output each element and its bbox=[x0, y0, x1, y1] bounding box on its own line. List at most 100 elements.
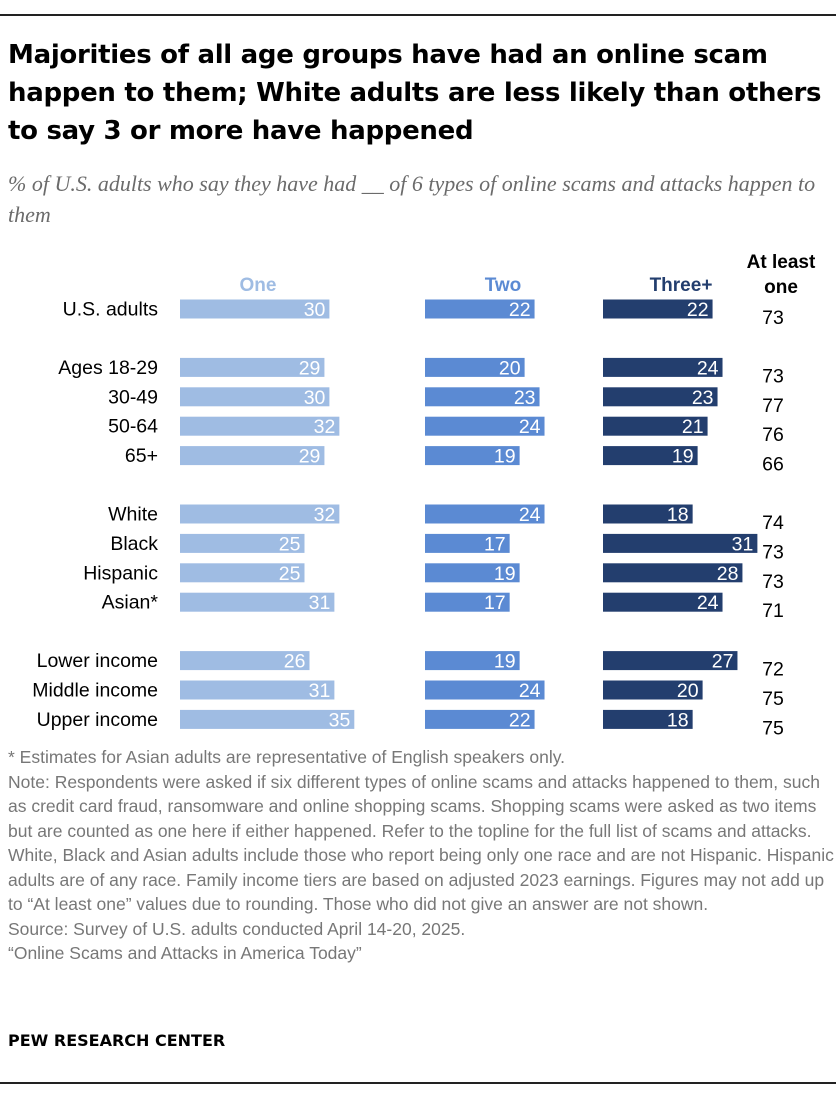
value-label-one-white: 32 bbox=[314, 504, 336, 526]
bar-one-middle-income bbox=[180, 680, 335, 700]
value-label-three-u-s-adults: 22 bbox=[687, 299, 709, 321]
bar-one-50-64 bbox=[180, 416, 340, 436]
bar-one-65 bbox=[180, 446, 325, 466]
bar-three-upper-income bbox=[603, 709, 693, 729]
series-header-two: Two bbox=[485, 275, 522, 296]
value-label-one-u-s-adults: 30 bbox=[304, 299, 326, 321]
value-label-two-black: 17 bbox=[484, 533, 506, 555]
row-label-middle-income: Middle income bbox=[32, 680, 158, 702]
value-label-three-white: 18 bbox=[667, 504, 689, 526]
value-label-three-lower-income: 27 bbox=[712, 651, 734, 673]
bar-two-30-49 bbox=[425, 387, 540, 407]
bar-two-ages-18-29 bbox=[425, 357, 525, 377]
bar-one-hispanic bbox=[180, 563, 305, 583]
total-value-30-49: 77 bbox=[762, 395, 784, 417]
chart-notes: * Estimates for Asian adults are represe… bbox=[8, 745, 834, 966]
row-label-u-s-adults: U.S. adults bbox=[63, 299, 159, 321]
bar-three-hispanic bbox=[603, 563, 743, 583]
row-label-30-49: 30-49 bbox=[108, 386, 158, 408]
value-label-two-u-s-adults: 22 bbox=[509, 299, 531, 321]
chart-title: Majorities of all age groups have had an… bbox=[8, 40, 822, 146]
total-value-black: 73 bbox=[762, 541, 784, 563]
value-label-two-lower-income: 19 bbox=[494, 651, 516, 673]
bar-three-30-49 bbox=[603, 387, 718, 407]
value-label-two-30-49: 23 bbox=[514, 387, 536, 409]
row-label-hispanic: Hispanic bbox=[83, 562, 158, 584]
row-label-black: Black bbox=[110, 533, 158, 555]
value-label-three-upper-income: 18 bbox=[667, 709, 689, 731]
report-title: “Online Scams and Attacks in America Tod… bbox=[8, 943, 362, 963]
bar-two-u-s-adults bbox=[425, 299, 535, 319]
total-value-middle-income: 75 bbox=[762, 688, 784, 710]
value-label-three-black: 31 bbox=[732, 533, 754, 555]
row-label-ages-18-29: Ages 18-29 bbox=[58, 357, 158, 379]
brand-logo: PEW RESEARCH CENTER bbox=[8, 1031, 226, 1050]
value-label-two-50-64: 24 bbox=[519, 416, 541, 438]
bar-three-ages-18-29 bbox=[603, 357, 723, 377]
total-header-line2: one bbox=[764, 277, 798, 298]
value-label-one-lower-income: 26 bbox=[284, 651, 306, 673]
bar-one-30-49 bbox=[180, 387, 330, 407]
value-label-one-black: 25 bbox=[279, 533, 301, 555]
bar-chart: One Two Three+ At least one U.S. adults 30 22 22… bbox=[32, 252, 816, 739]
bar-two-white bbox=[425, 504, 545, 524]
bar-one-asian bbox=[180, 592, 335, 612]
total-value-ages-18-29: 73 bbox=[762, 365, 784, 387]
total-value-lower-income: 72 bbox=[762, 659, 784, 681]
value-label-three-50-64: 21 bbox=[682, 416, 704, 438]
row-label-asian: Asian* bbox=[102, 592, 159, 614]
source-note: Source: Survey of U.S. adults conducted … bbox=[8, 918, 466, 939]
bar-two-upper-income bbox=[425, 709, 535, 729]
value-label-one-50-64: 32 bbox=[314, 416, 336, 438]
value-label-two-upper-income: 22 bbox=[509, 709, 531, 731]
bar-three-asian bbox=[603, 592, 723, 612]
value-label-one-hispanic: 25 bbox=[279, 563, 301, 585]
row-label-upper-income: Upper income bbox=[37, 709, 158, 731]
value-label-two-middle-income: 24 bbox=[519, 680, 541, 702]
bar-three-middle-income bbox=[603, 680, 703, 700]
bar-three-65 bbox=[603, 446, 698, 466]
value-label-three-30-49: 23 bbox=[692, 387, 714, 409]
total-value-asian: 71 bbox=[762, 600, 784, 622]
bar-three-lower-income bbox=[603, 651, 738, 671]
value-label-two-white: 24 bbox=[519, 504, 541, 526]
bar-two-middle-income bbox=[425, 680, 545, 700]
value-label-one-asian: 31 bbox=[309, 592, 331, 614]
series-header-one: One bbox=[240, 275, 277, 296]
value-label-two-hispanic: 19 bbox=[494, 563, 516, 585]
total-value-white: 74 bbox=[762, 512, 784, 534]
value-label-two-ages-18-29: 20 bbox=[499, 357, 521, 379]
bottom-rule bbox=[0, 1082, 836, 1084]
bar-two-asian bbox=[425, 592, 510, 612]
value-label-one-65: 29 bbox=[299, 446, 321, 468]
row-label-white: White bbox=[108, 504, 158, 526]
value-label-one-30-49: 30 bbox=[304, 387, 326, 409]
total-value-u-s-adults: 73 bbox=[762, 307, 784, 329]
bar-one-u-s-adults bbox=[180, 299, 330, 319]
value-label-three-asian: 24 bbox=[697, 592, 719, 614]
total-header-line1: At least bbox=[747, 252, 816, 273]
bar-one-black bbox=[180, 533, 305, 553]
bar-three-50-64 bbox=[603, 416, 708, 436]
total-value-50-64: 76 bbox=[762, 424, 784, 446]
bar-three-white bbox=[603, 504, 693, 524]
value-label-three-hispanic: 28 bbox=[717, 563, 739, 585]
total-value-65: 66 bbox=[762, 454, 784, 476]
value-label-one-upper-income: 35 bbox=[329, 709, 351, 731]
bar-one-lower-income bbox=[180, 651, 310, 671]
bar-two-65 bbox=[425, 446, 520, 466]
top-rule bbox=[0, 14, 836, 16]
bar-three-u-s-adults bbox=[603, 299, 713, 319]
bar-two-50-64 bbox=[425, 416, 545, 436]
total-value-upper-income: 75 bbox=[762, 717, 784, 739]
chart-subtitle: % of U.S. adults who say they have had _… bbox=[8, 171, 816, 227]
row-label-65: 65+ bbox=[125, 445, 158, 467]
total-value-hispanic: 73 bbox=[762, 571, 784, 593]
bar-three-black bbox=[603, 533, 758, 553]
row-label-50-64: 50-64 bbox=[108, 416, 158, 438]
asterisk-note: * Estimates for Asian adults are represe… bbox=[8, 747, 566, 767]
value-label-three-65: 19 bbox=[672, 446, 694, 468]
bar-two-black bbox=[425, 533, 510, 553]
row-label-lower-income: Lower income bbox=[37, 650, 158, 672]
series-header-three: Three+ bbox=[650, 275, 713, 296]
